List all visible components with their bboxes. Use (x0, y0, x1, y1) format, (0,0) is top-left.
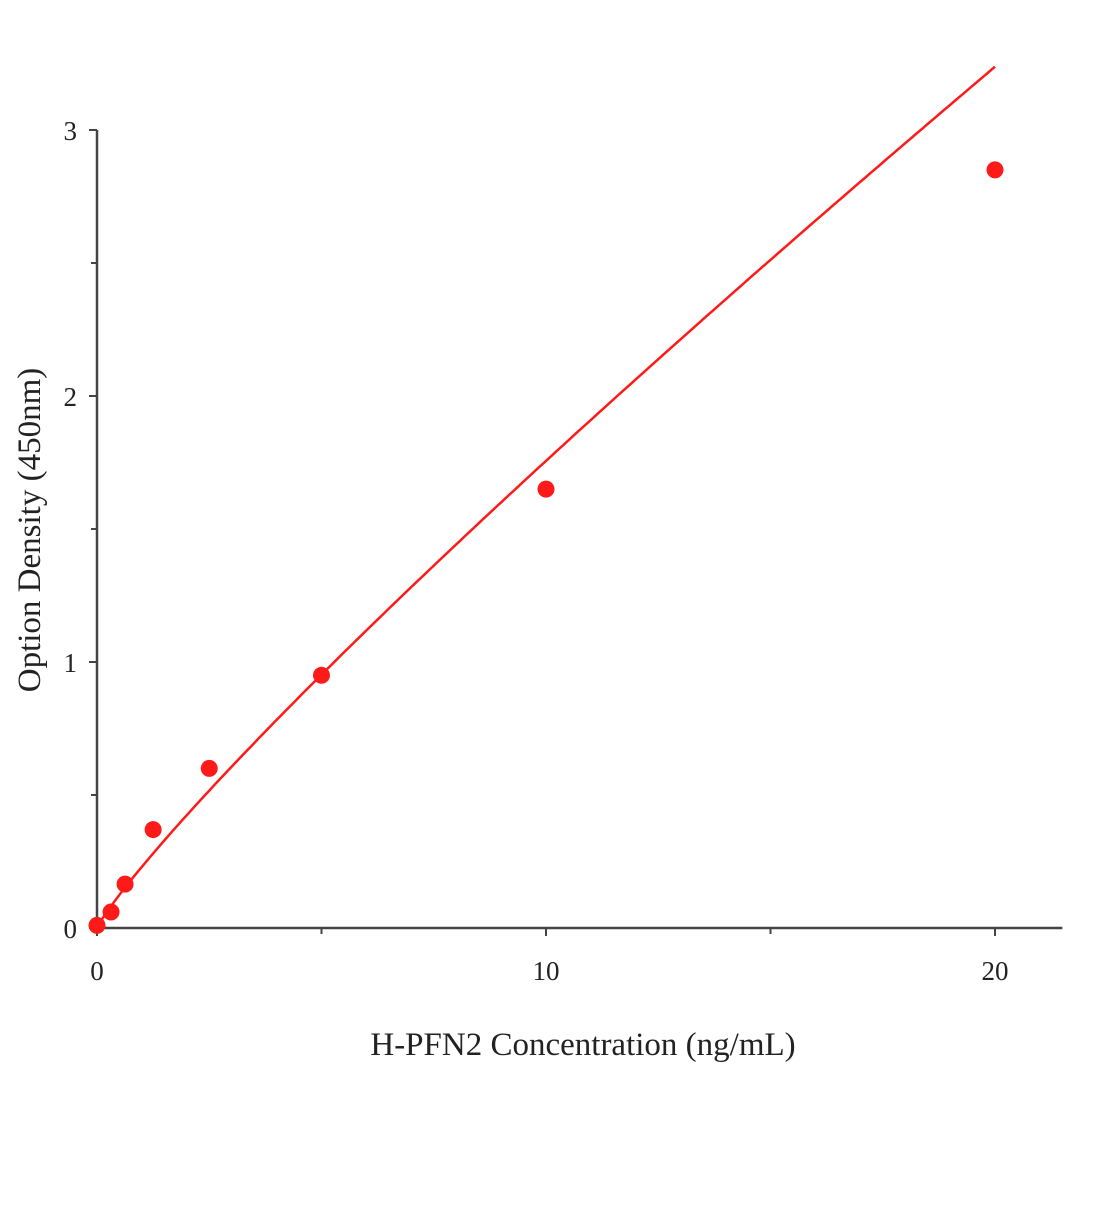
y-tick-label: 1 (64, 648, 78, 678)
axes: 0 10 20 0 1 2 3 (64, 116, 1063, 986)
y-axis-label: Option Density (450nm) (12, 368, 48, 692)
data-point (537, 480, 555, 498)
x-tick-label: 0 (90, 956, 104, 986)
y-tick-label: 0 (64, 914, 78, 944)
x-axis-label: H-PFN2 Concentration (ng/mL) (370, 1027, 795, 1063)
data-point (986, 161, 1004, 179)
data-point (102, 903, 120, 921)
y-tick-label: 2 (64, 382, 78, 412)
data-point (200, 759, 218, 777)
data-point (144, 821, 162, 839)
data-point (88, 916, 106, 934)
y-tick-label: 3 (64, 116, 78, 146)
x-tick-label: 20 (982, 956, 1009, 986)
x-tick-label: 10 (533, 956, 560, 986)
data-point (116, 875, 134, 893)
fit-curve (95, 65, 996, 929)
data-points (88, 161, 1004, 934)
data-point (313, 666, 330, 684)
